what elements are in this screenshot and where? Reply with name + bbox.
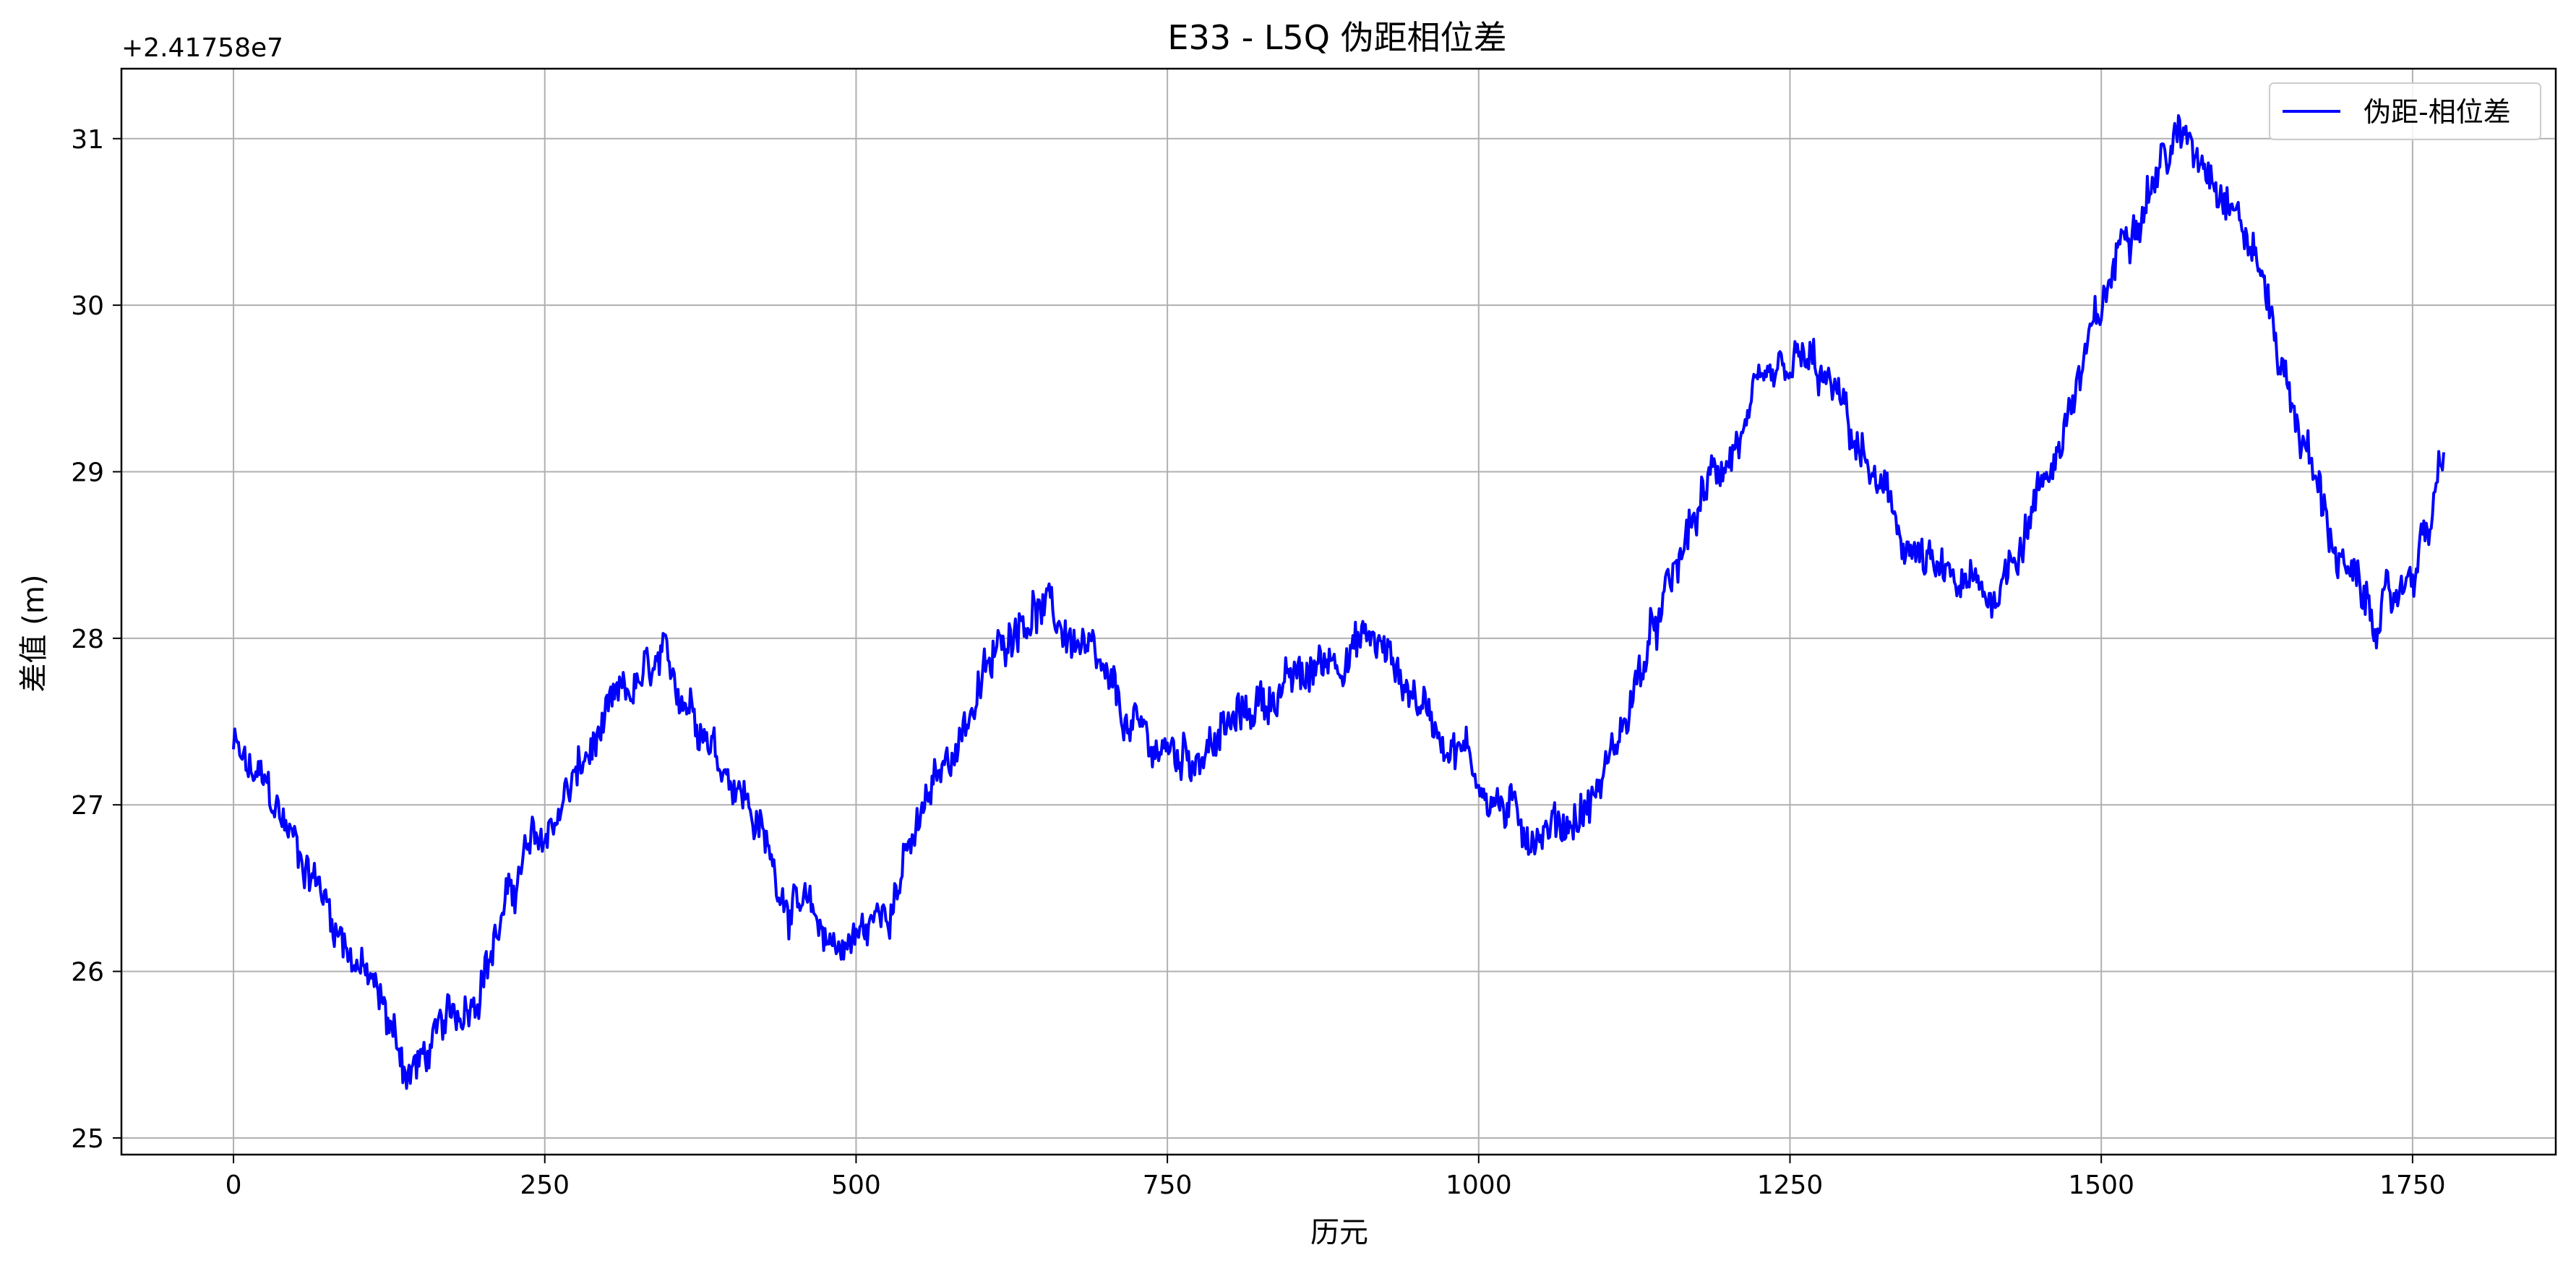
x-axis: 0 250 500 750 1000 1250 1500 1750 — [226, 1155, 2446, 1200]
x-tick-label: 1250 — [1757, 1171, 1824, 1200]
y-tick-label: 30 — [71, 291, 104, 321]
y-tick-label: 29 — [71, 458, 104, 487]
legend: 伪距-相位差 — [2269, 82, 2541, 140]
y-offset-label: +2.41758e7 — [121, 33, 283, 63]
x-tick-label: 1500 — [2068, 1171, 2134, 1200]
x-tick-label: 1750 — [2379, 1171, 2446, 1200]
grid-lines — [121, 69, 2556, 1155]
series-layer — [232, 114, 2445, 1090]
x-axis-label: 历元 — [1310, 1216, 1368, 1249]
legend-box — [2269, 82, 2541, 140]
y-tick-label: 25 — [71, 1124, 104, 1154]
y-tick-label: 27 — [71, 791, 104, 821]
x-tick-label: 250 — [520, 1171, 570, 1200]
x-tick-label: 750 — [1143, 1171, 1193, 1200]
y-tick-label: 28 — [71, 625, 104, 654]
chart-title: E33 - L5Q 伪距相位差 — [1167, 18, 1506, 57]
y-axis: 25 26 27 28 29 30 31 — [71, 125, 121, 1154]
y-axis-label: 差值 (m) — [17, 575, 51, 693]
x-tick-label: 0 — [226, 1171, 242, 1200]
y-tick-label: 31 — [71, 125, 104, 155]
x-tick-label: 1000 — [1446, 1171, 1512, 1200]
plot-frame — [120, 67, 2557, 1156]
series-line — [232, 114, 2445, 1090]
y-tick-label: 26 — [71, 958, 104, 988]
x-tick-label: 500 — [831, 1171, 881, 1200]
legend-label: 伪距-相位差 — [2364, 96, 2511, 128]
